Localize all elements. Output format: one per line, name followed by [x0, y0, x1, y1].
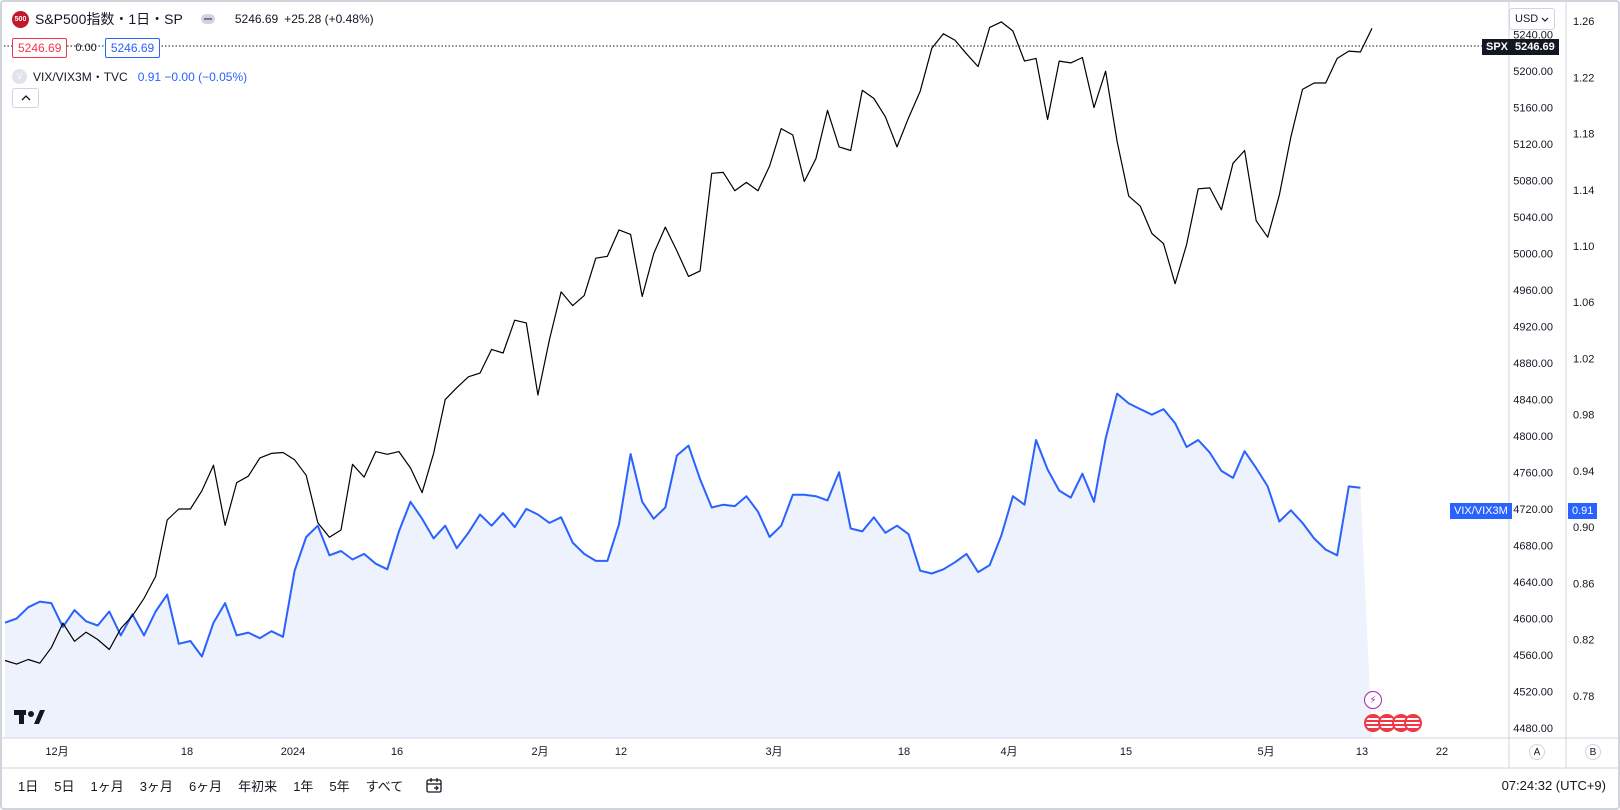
calendar-goto-icon[interactable]: [425, 776, 443, 794]
chevron-down-icon: [1541, 17, 1549, 22]
price-tick-label: 5000.00: [1513, 249, 1553, 261]
range-button[interactable]: 1ヶ月: [90, 778, 124, 794]
ratio-tick-label: 1.26: [1573, 16, 1594, 28]
spread-value: 0.00: [75, 42, 97, 54]
overlay-symbol[interactable]: VIX/VIX3M・TVC: [33, 70, 128, 84]
price-tick-label: 4680.00: [1513, 541, 1553, 553]
trade-buttons: 5246.69 0.00 5246.69: [12, 38, 161, 58]
price-tick-label: 4520.00: [1513, 687, 1553, 699]
visibility-toggle-icon[interactable]: [200, 14, 215, 24]
ratio-tick-label: 1.02: [1573, 354, 1594, 366]
price-tick-label: 5160.00: [1513, 103, 1553, 115]
ratio-tick-label: 1.06: [1573, 297, 1594, 309]
ratio-tick-label: 1.18: [1573, 129, 1594, 141]
range-button[interactable]: 年初来: [238, 778, 278, 794]
vix-logo: V: [12, 69, 27, 84]
price-tick-label: 4720.00: [1513, 504, 1553, 516]
overlay-legend[interactable]: V VIX/VIX3M・TVC 0.91 −0.00 (−0.05%): [12, 68, 247, 85]
auto-scale-button[interactable]: A: [1529, 744, 1545, 760]
chevron-up-icon: [21, 95, 30, 101]
ratio-axis-labels: 1.26 1.22 1.18 1.14 1.10 1.06 1.02 0.98 0.94 0.90…: [1573, 16, 1594, 703]
price-tick-label: 4920.00: [1513, 322, 1553, 334]
timezone-clock[interactable]: 07:24:32 (UTC+9): [1501, 777, 1606, 793]
ratio-tick-label: 0.78: [1573, 691, 1594, 703]
price-tick-label: 4880.00: [1513, 358, 1553, 370]
range-button[interactable]: すべて: [365, 778, 404, 794]
price-tick-label: 4800.00: [1513, 431, 1553, 443]
currency-select[interactable]: USD: [1509, 8, 1555, 30]
time-axis-labels: 12月 18 2024 16 2月 12 3月 18 4月 15 5月 13 22: [45, 746, 1448, 758]
main-legend[interactable]: 500 S&P500指数・1日・SP 5246.69 +25.28 (+0.48…: [12, 9, 374, 29]
vix-series-line[interactable]: [4, 392, 1361, 658]
scale-b-button[interactable]: B: [1585, 744, 1601, 760]
spx-price-tag: 5246.69: [1511, 39, 1559, 55]
price-tick-label: 4640.00: [1513, 577, 1553, 589]
time-tick-label: 13: [1356, 746, 1368, 758]
vix-area-fill: [5, 393, 1372, 738]
ratio-tick-label: 1.14: [1573, 185, 1594, 197]
collapse-legend-button[interactable]: [12, 88, 39, 108]
spx-series-line[interactable]: [4, 21, 1373, 665]
price-tick-label: 4480.00: [1513, 723, 1553, 735]
ratio-tick-label: 0.86: [1573, 578, 1594, 590]
lightning-event-icon[interactable]: ⚡: [1364, 691, 1382, 709]
series-lines-group: [4, 21, 1373, 665]
time-tick-label: 3月: [765, 746, 782, 758]
spx-axis-tag: SPX: [1482, 39, 1513, 55]
bottom-toolbar: 1日 5日 1ヶ月 3ヶ月 6ヶ月 年初来 1年 5年 すべて 07:24:32 (UTC+9): [2, 770, 1618, 800]
price-tick-label: 4960.00: [1513, 285, 1553, 297]
us-flag-event-icon[interactable]: [1404, 714, 1422, 732]
price-change: +25.28 (+0.48%): [284, 12, 374, 26]
price-tick-label: 5080.00: [1513, 176, 1553, 188]
date-range-group: 1日 5日 1ヶ月 3ヶ月 6ヶ月 年初来 1年 5年 すべて: [2, 773, 411, 797]
range-button[interactable]: 3ヶ月: [139, 778, 173, 794]
time-tick-label: 15: [1120, 746, 1132, 758]
time-tick-label: 12: [615, 746, 627, 758]
sp500-logo: 500: [12, 10, 29, 28]
vix-area-group: [5, 393, 1372, 738]
time-tick-label: 2月: [531, 746, 548, 758]
time-tick-label: 12月: [45, 746, 68, 758]
overlay-values: 0.91 −0.00 (−0.05%): [137, 69, 248, 84]
price-tick-label: 5040.00: [1513, 212, 1553, 224]
range-button[interactable]: 1年: [293, 778, 314, 794]
price-tick-label: 5120.00: [1513, 139, 1553, 151]
buy-price-button[interactable]: 5246.69: [104, 38, 161, 58]
time-tick-label: 5月: [1257, 746, 1274, 758]
last-price: 5246.69: [234, 12, 279, 26]
price-tick-label: 4840.00: [1513, 395, 1553, 407]
price-tick-label: 4600.00: [1513, 614, 1553, 626]
range-button[interactable]: 5日: [54, 778, 75, 794]
price-tick-label: 5200.00: [1513, 66, 1553, 78]
range-button[interactable]: 1日: [18, 778, 39, 794]
time-tick-label: 22: [1436, 746, 1448, 758]
ratio-tick-label: 1.10: [1573, 241, 1594, 253]
time-tick-label: 18: [898, 746, 910, 758]
ratio-tick-label: 0.90: [1573, 522, 1594, 534]
time-tick-label: 2024: [281, 746, 305, 758]
price-tick-label: 4760.00: [1513, 468, 1553, 480]
vix-axis-tag: VIX/VIX3M: [1450, 503, 1512, 519]
ratio-tick-label: 1.22: [1573, 72, 1594, 84]
time-tick-label: 18: [181, 746, 193, 758]
tradingview-logo-icon: [14, 710, 45, 724]
ratio-tick-label: 0.94: [1573, 466, 1594, 478]
time-tick-label: 4月: [1000, 746, 1017, 758]
range-button[interactable]: 5年: [329, 778, 350, 794]
sell-price-button[interactable]: 5246.69: [12, 38, 68, 58]
price-tick-label: 4560.00: [1513, 650, 1553, 662]
currency-label: USD: [1515, 13, 1539, 25]
time-tick-label: 16: [391, 746, 403, 758]
price-axis-labels: 5240.00 5200.00 5160.00 5120.00 5080.00 5040.…: [1513, 30, 1553, 735]
range-button[interactable]: 6ヶ月: [188, 778, 223, 794]
price-tick-label: 5240.00: [1513, 30, 1553, 42]
ratio-tick-label: 0.82: [1573, 635, 1594, 647]
symbol-title[interactable]: S&P500指数・1日・SP: [35, 11, 183, 27]
vix-value-tag: 0.91: [1568, 503, 1598, 519]
ratio-tick-label: 0.98: [1573, 410, 1594, 422]
